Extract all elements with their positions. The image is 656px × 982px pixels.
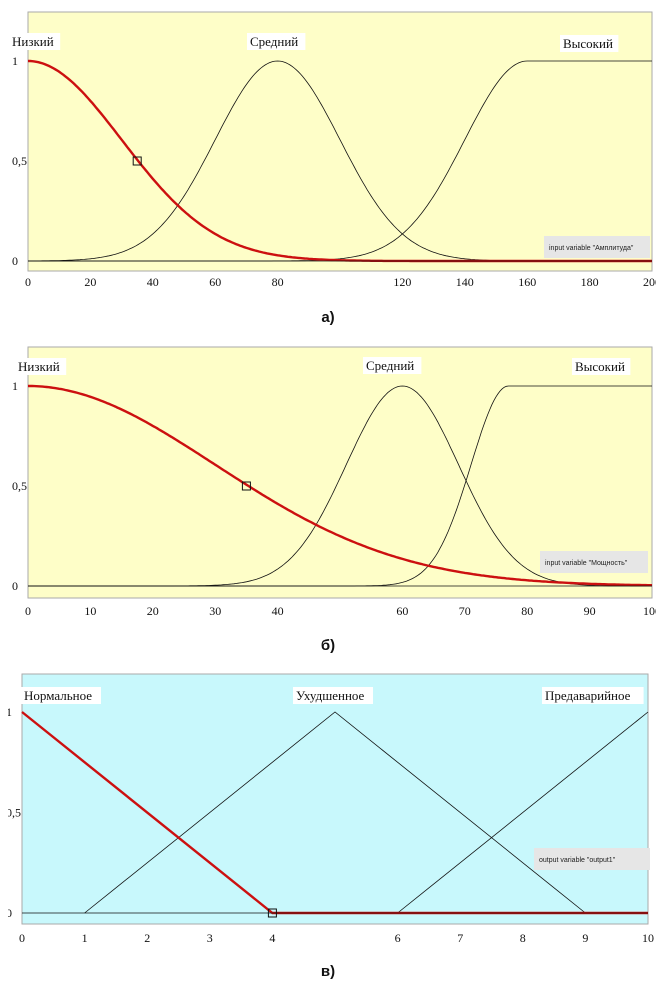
axis-gap <box>298 275 388 295</box>
x-tick-label: 1 <box>82 931 88 945</box>
x-tick-label: 80 <box>272 275 284 289</box>
membership-marker-handle[interactable] <box>241 481 251 491</box>
series-label-bg <box>560 35 619 52</box>
y-tick-label: 0 <box>12 254 18 268</box>
x-tick-label: 180 <box>581 275 599 289</box>
x-tick-label: 4 <box>269 931 275 945</box>
x-tick-label: 40 <box>147 275 159 289</box>
x-tick-label: 40 <box>272 604 284 618</box>
x-tick-label: 80 <box>521 604 533 618</box>
variable-annotation: input variable "Мощность" <box>545 560 628 567</box>
x-tick-label: 90 <box>584 604 596 618</box>
x-tick-label: 20 <box>147 604 159 618</box>
membership-chart-c: 00,51012345678910output variable "output… <box>8 673 654 948</box>
x-tick-label: 9 <box>582 931 588 945</box>
x-tick-label: 120 <box>393 275 411 289</box>
chart-caption-b: б) <box>320 637 336 654</box>
series-label-1: Нормальное <box>24 688 92 703</box>
series-label-bg <box>247 33 306 50</box>
series-label-bg <box>15 358 67 375</box>
x-tick-label: 160 <box>518 275 536 289</box>
y-tick-label: 0 <box>8 906 12 920</box>
x-tick-label: 2 <box>144 931 150 945</box>
series-label-3: Высокий <box>563 36 613 51</box>
series-label-2: Средний <box>366 358 414 373</box>
x-tick-label: 30 <box>209 604 221 618</box>
y-tick-label: 0 <box>12 579 18 593</box>
x-tick-label: 0 <box>25 275 31 289</box>
y-tick-label: 1 <box>8 705 12 719</box>
x-tick-label: 3 <box>207 931 213 945</box>
annotation-box <box>534 848 650 870</box>
x-tick-label: 140 <box>456 275 474 289</box>
membership-chart-a: 00,51020406080100120140160180200input va… <box>9 11 656 295</box>
series-label-bg <box>293 687 373 704</box>
annotation-box <box>540 551 648 573</box>
x-tick-label: 7 <box>457 931 463 945</box>
plot-area <box>21 673 649 925</box>
series-label-1: Низкий <box>18 359 60 374</box>
chart-panel-b: 00,510102030405060708090100input variabl… <box>8 343 656 630</box>
x-tick-label: 0 <box>19 931 25 945</box>
x-tick-label: 6 <box>395 931 401 945</box>
chart-panel-a: 00,51020406080100120140160180200input va… <box>8 8 656 304</box>
series-line-2 <box>84 711 586 914</box>
membership-marker-handle[interactable] <box>267 908 277 918</box>
y-tick-label: 1 <box>12 54 18 68</box>
x-tick-label: 200 <box>643 275 656 289</box>
chart-panel-c: 00,51012345678910output variable "output… <box>8 670 656 957</box>
membership-chart-b: 00,510102030405060708090100input variabl… <box>12 346 656 622</box>
y-tick-label: 0,5 <box>8 806 21 820</box>
series-label-2: Средний <box>250 34 298 49</box>
x-tick-label: 10 <box>84 604 96 618</box>
x-tick-label: 70 <box>459 604 471 618</box>
chart-caption-a: а) <box>321 309 335 326</box>
x-tick-label: 0 <box>25 604 31 618</box>
axis-gap <box>286 928 388 948</box>
series-label-bg <box>572 358 631 375</box>
x-tick-label: 10 <box>642 931 654 945</box>
series-label-bg <box>21 687 101 704</box>
series-label-bg <box>9 33 61 50</box>
chart-caption-c: в) <box>320 963 336 980</box>
membership-marker-handle[interactable] <box>132 156 142 166</box>
x-tick-label: 8 <box>520 931 526 945</box>
variable-annotation: input variable "Амплитуда" <box>549 245 634 252</box>
x-tick-label: 20 <box>84 275 96 289</box>
variable-annotation: output variable "output1" <box>539 857 616 864</box>
series-line-1 <box>28 384 652 587</box>
axis-gap <box>290 602 386 622</box>
annotation-box <box>544 236 650 258</box>
y-tick-label: 0,5 <box>12 154 27 168</box>
x-tick-label: 100 <box>643 604 656 618</box>
series-line-3 <box>397 711 649 914</box>
series-label-1: Низкий <box>12 34 54 49</box>
x-tick-label: 60 <box>209 275 221 289</box>
y-tick-label: 0,5 <box>12 479 27 493</box>
y-tick-label: 1 <box>12 379 18 393</box>
series-label-3: Высокий <box>575 359 625 374</box>
series-label-2: Ухудшенное <box>296 688 365 703</box>
series-label-bg <box>363 357 422 374</box>
series-label-3: Предаварийное <box>545 688 631 703</box>
x-tick-label: 60 <box>396 604 408 618</box>
series-label-bg <box>542 687 644 704</box>
plot-area <box>27 11 653 272</box>
